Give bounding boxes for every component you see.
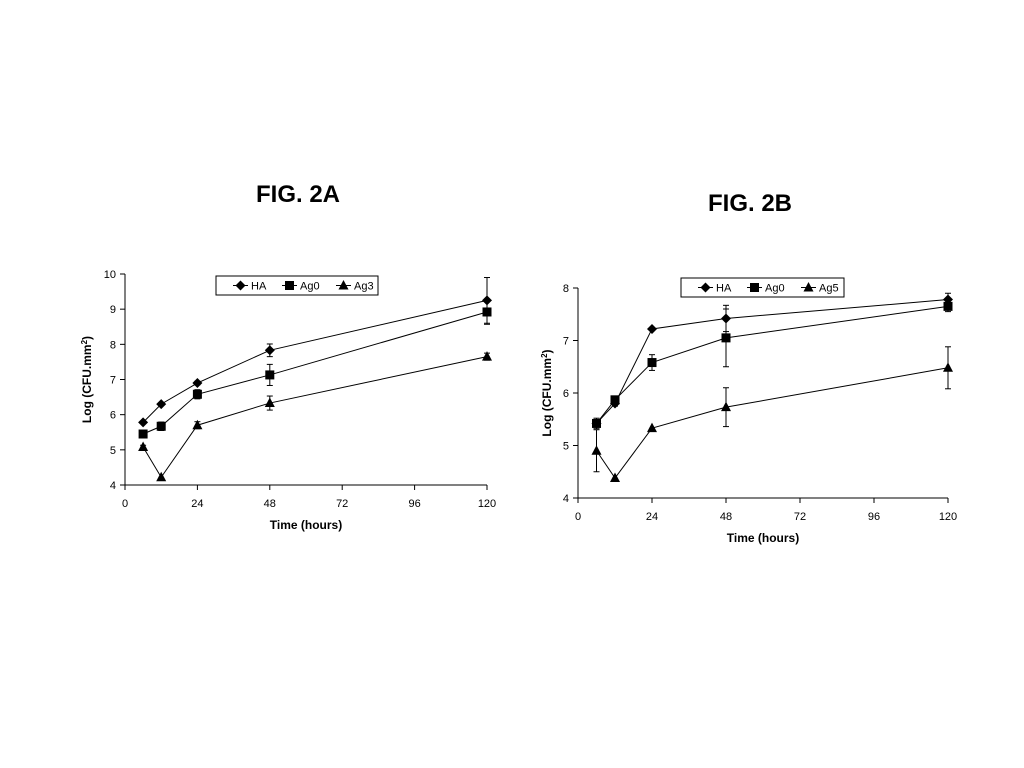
y-tick-label: 4 — [110, 480, 116, 492]
y-axis-label: Log (CFU.mm2) — [80, 336, 95, 423]
data-point — [192, 378, 203, 389]
legend-marker — [235, 280, 246, 291]
y-tick-label: 7 — [563, 336, 569, 348]
data-point — [156, 421, 166, 431]
legend-marker — [285, 281, 294, 290]
y-tick-label: 9 — [110, 304, 116, 316]
y-tick-label: 10 — [104, 269, 116, 281]
y-axis-label: Log (CFU.mm2) — [540, 349, 555, 436]
data-point — [721, 401, 731, 412]
series-line — [596, 367, 949, 479]
x-tick-label: 24 — [191, 498, 203, 510]
legend-marker — [750, 283, 759, 292]
series-ag0 — [592, 300, 953, 430]
data-point — [647, 323, 657, 334]
x-tick-label: 120 — [478, 498, 496, 510]
x-tick-label: 96 — [408, 498, 420, 510]
y-tick-label: 6 — [110, 410, 116, 422]
data-point — [721, 333, 731, 343]
data-point — [943, 362, 953, 372]
data-point — [591, 445, 602, 455]
figure-title: FIG. 2A — [256, 181, 341, 208]
data-point — [482, 307, 492, 317]
x-axis-label: Time (hours) — [270, 518, 342, 532]
legend: HA Ag0 Ag5 — [680, 277, 845, 298]
data-point — [647, 422, 657, 433]
data-point — [138, 441, 149, 452]
data-point — [264, 397, 275, 408]
y-tick-label: 5 — [110, 445, 116, 457]
x-tick-label: 0 — [575, 511, 581, 523]
data-point — [943, 301, 953, 311]
y-axis-label-end: ) — [80, 336, 94, 340]
legend-label: Ag0 — [765, 283, 785, 295]
legend-marker — [803, 282, 814, 292]
x-axis-label: Time (hours) — [727, 531, 799, 545]
y-tick-label: 7 — [110, 375, 116, 387]
legend-marker — [700, 282, 711, 293]
y-tick-label: 4 — [563, 493, 569, 505]
y-axis-label-end: ) — [540, 349, 554, 353]
data-point — [610, 472, 620, 483]
legend-marker — [338, 280, 349, 290]
y-axis-label-main: Log (CFU.mm — [80, 344, 94, 423]
legend-box — [680, 277, 845, 298]
y-tick-label: 6 — [563, 388, 569, 400]
x-tick-label: 24 — [646, 511, 658, 523]
legend-label: Ag5 — [819, 283, 839, 295]
y-axis-label-sup: 2 — [540, 353, 549, 358]
x-tick-label: 0 — [122, 498, 128, 510]
y-tick-label: 5 — [563, 441, 569, 453]
series-ag3 — [138, 351, 492, 482]
data-point — [482, 351, 492, 361]
data-point — [647, 358, 657, 368]
data-point — [156, 471, 167, 482]
legend: HA Ag0 Ag3 — [215, 275, 379, 296]
data-point — [138, 417, 149, 428]
x-tick-label: 120 — [939, 511, 957, 523]
data-point — [138, 429, 148, 439]
data-point — [192, 419, 203, 430]
x-tick-label: 96 — [868, 511, 880, 523]
figure-title: FIG. 2B — [708, 190, 793, 217]
data-point — [156, 399, 167, 410]
series-ha — [138, 277, 492, 428]
legend-label: Ag3 — [354, 281, 374, 293]
legend-label: HA — [251, 281, 267, 293]
data-point — [265, 370, 275, 380]
data-point — [264, 345, 275, 356]
x-tick-label: 72 — [336, 498, 348, 510]
y-tick-label: 8 — [563, 283, 569, 295]
legend-label: HA — [716, 283, 732, 295]
y-axis-label-main: Log (CFU.mm — [540, 358, 554, 437]
x-tick-label: 72 — [794, 511, 806, 523]
y-tick-label: 8 — [110, 339, 116, 351]
data-point — [192, 389, 202, 399]
y-axis-label-sup: 2 — [80, 339, 89, 344]
data-point — [610, 395, 620, 405]
series-ag0 — [138, 299, 492, 439]
series-ag5 — [591, 346, 953, 483]
legend-label: Ag0 — [300, 281, 320, 293]
x-tick-label: 48 — [264, 498, 276, 510]
x-tick-label: 48 — [720, 511, 732, 523]
data-point — [592, 418, 601, 428]
